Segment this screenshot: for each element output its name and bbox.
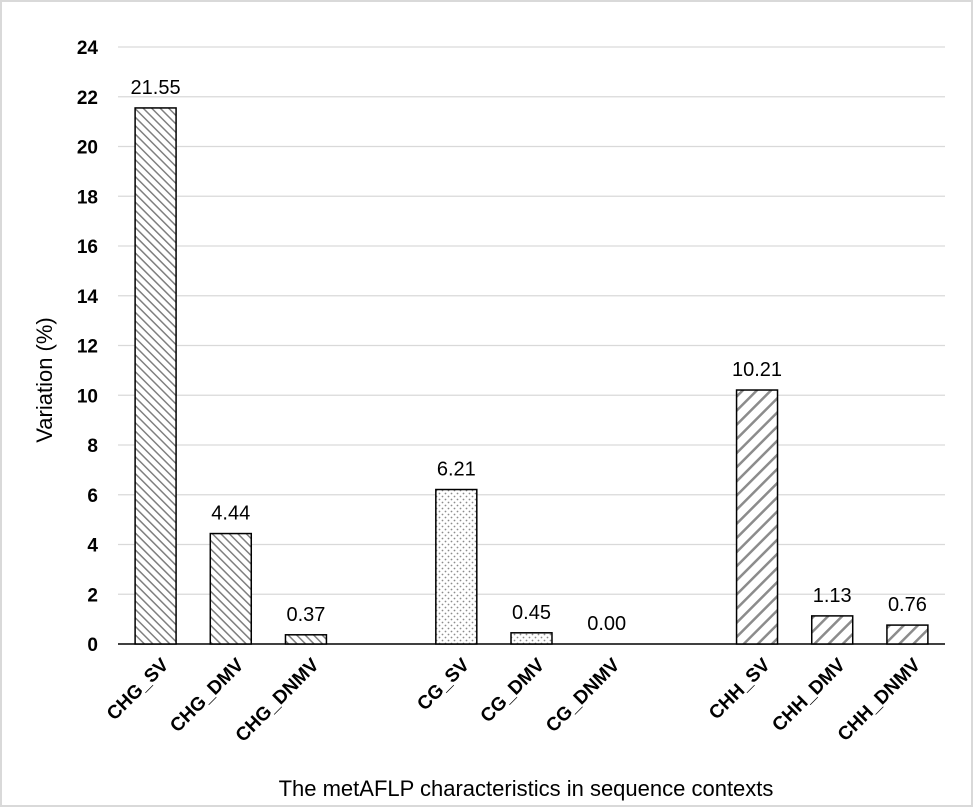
x-tick-label: CG_SV: [413, 654, 474, 715]
bar-chg-dmv: [209, 532, 253, 645]
data-label: 6.21: [437, 459, 476, 481]
data-label: 0.45: [512, 602, 551, 624]
data-label: 10.21: [732, 359, 782, 381]
data-label: 0.37: [286, 604, 325, 626]
x-tick-label: CG_DNMV: [542, 654, 624, 736]
bar-cg-sv: [435, 488, 478, 645]
bars: [134, 107, 929, 645]
y-tick-label: 20: [77, 138, 98, 159]
y-tick-label: 22: [77, 88, 98, 109]
y-tick-label: 4: [87, 536, 98, 557]
data-label: 0.76: [888, 594, 927, 616]
bar-cg-dmv: [510, 632, 553, 645]
x-tick-label: CHG_SV: [103, 654, 173, 724]
y-tick-label: 16: [77, 237, 98, 258]
y-tick-label: 10: [77, 386, 98, 407]
data-label: 0.00: [587, 613, 626, 635]
y-tick-label: 8: [87, 436, 98, 457]
y-tick-label: 6: [87, 486, 98, 507]
bar-chg-dnmv: [284, 634, 328, 645]
bar-chg-sv: [134, 107, 177, 645]
data-label: 1.13: [813, 585, 852, 607]
y-axis-title: Variation (%): [32, 317, 57, 443]
bar-chh-sv: [735, 389, 779, 645]
y-tick-label: 2: [87, 585, 98, 606]
bar-chh-dmv: [810, 615, 854, 645]
data-label: 21.55: [131, 77, 181, 99]
x-tick-label: CHH_SV: [705, 654, 775, 724]
y-tick-label: 0: [87, 635, 98, 656]
x-tick-label: CHH_DMV: [768, 654, 850, 736]
x-tick-label: CG_DMV: [477, 654, 550, 727]
data-label: 4.44: [211, 503, 250, 525]
y-tick-label: 14: [77, 287, 99, 308]
y-tick-label: 18: [77, 187, 98, 208]
bar-chh-dnmv: [886, 624, 929, 645]
labels: 02468101214161820222421.55CHG_SV4.44CHG_…: [77, 38, 927, 746]
x-tick-label: CHG_DMV: [166, 654, 248, 736]
x-axis-title: The metAFLP characteristics in sequence …: [279, 776, 774, 801]
y-tick-label: 12: [77, 337, 98, 358]
gridlines: [118, 46, 945, 595]
y-tick-label: 24: [77, 38, 99, 59]
